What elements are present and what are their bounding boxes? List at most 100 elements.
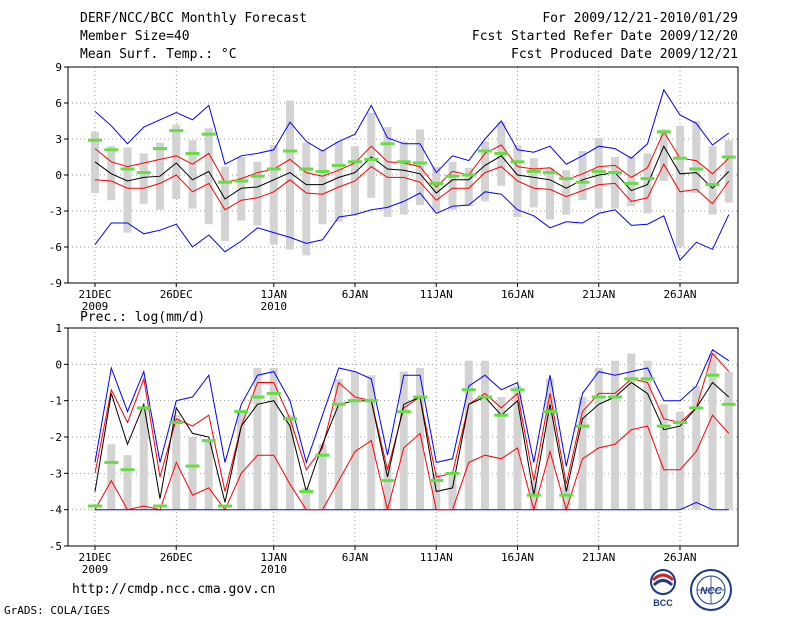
prec-observed-marker xyxy=(396,410,411,414)
prec-xtick-label: 26DEC xyxy=(160,551,193,564)
temp-box xyxy=(432,166,441,213)
temp-xtick-label: 26DEC xyxy=(160,288,193,301)
temp-observed-marker xyxy=(218,180,232,184)
temp-box xyxy=(627,157,636,207)
temp-observed-marker xyxy=(656,130,671,134)
temp-observed-marker xyxy=(185,151,200,155)
prec-box xyxy=(318,444,327,510)
prec-box xyxy=(334,378,343,510)
prec-observed-marker xyxy=(721,402,736,406)
prec-box xyxy=(416,367,424,510)
temp-line-min xyxy=(94,191,730,262)
prec-observed-marker xyxy=(348,399,362,403)
temp-observed-marker xyxy=(494,151,509,155)
temp-ytick-label: -3 xyxy=(49,205,62,218)
prec-box xyxy=(562,484,571,510)
prec-xtick-label: 11JAN xyxy=(420,551,453,564)
prec-box xyxy=(611,360,619,510)
temp-box xyxy=(383,127,392,217)
prec-observed-marker xyxy=(705,373,720,377)
prec-observed-marker xyxy=(608,395,622,399)
temp-xtick-year: 2010 xyxy=(261,300,288,313)
produced-date-text: Fcst Produced Date 2009/12/21 xyxy=(511,47,738,62)
temp-observed-marker xyxy=(380,142,395,146)
temp-observed-marker xyxy=(331,163,346,167)
prec-box xyxy=(188,437,197,510)
source-url[interactable]: http://cmdp.ncc.cma.gov.cn xyxy=(72,582,276,597)
temp-ytick-label: 9 xyxy=(55,61,62,74)
temp-box xyxy=(659,129,668,181)
prec-observed-marker xyxy=(250,395,265,399)
prec-box xyxy=(448,473,457,510)
prec-box xyxy=(302,487,311,510)
temp-observed-marker xyxy=(429,181,444,185)
prec-observed-marker xyxy=(559,493,574,497)
prec-observed-marker xyxy=(429,479,444,483)
temp-observed-marker xyxy=(266,167,281,171)
temp-observed-marker xyxy=(608,171,622,175)
prec-observed-marker xyxy=(88,504,102,508)
member-size-text: Member Size=40 xyxy=(80,29,190,44)
temp-box xyxy=(253,161,262,226)
temp-observed-marker xyxy=(445,174,460,178)
prec-observed-marker xyxy=(283,417,297,421)
prec-box xyxy=(383,466,392,510)
temp-box xyxy=(692,121,701,193)
prec-box xyxy=(578,397,587,510)
temp-observed-marker xyxy=(364,157,379,161)
temp-ytick-label: 0 xyxy=(55,169,62,182)
bcc-logo: BCC xyxy=(641,568,685,612)
temp-box xyxy=(546,167,554,220)
temp-line-lower xyxy=(94,163,730,211)
prec-observed-marker xyxy=(299,490,314,493)
prec-observed-marker xyxy=(526,493,541,497)
prec-line-upper xyxy=(94,352,730,492)
bcc-logo-text: BCC xyxy=(653,598,673,608)
prec-xtick-year: 2010 xyxy=(261,563,288,576)
temp-observed-marker xyxy=(510,160,525,164)
temp-box xyxy=(367,112,376,198)
prec-box xyxy=(107,444,116,510)
temp-observed-marker xyxy=(250,174,265,178)
title-text: DERF/NCC/BCC Monthly Forecast xyxy=(80,11,307,26)
temp-box xyxy=(578,151,587,201)
prec-box xyxy=(692,386,701,510)
prec-observed-marker xyxy=(315,453,330,457)
temp-xtick-year: 2009 xyxy=(82,300,109,313)
temp-box xyxy=(188,140,197,209)
temp-observed-marker xyxy=(120,167,135,171)
prec-ytick-label: -2 xyxy=(49,431,62,444)
prec-observed-marker xyxy=(169,420,184,424)
prec-observed-marker xyxy=(575,424,590,428)
temp-observed-marker xyxy=(153,147,167,151)
prec-box xyxy=(139,407,148,510)
temp-box xyxy=(611,157,619,209)
prec-line-lower xyxy=(94,414,730,512)
prec-observed-marker xyxy=(461,388,476,392)
prec-observed-marker xyxy=(478,395,492,399)
temp-observed-marker xyxy=(136,171,151,175)
prec-line-median xyxy=(94,381,730,503)
start-date-text: Fcst Started Refer Date 2009/12/20 xyxy=(471,29,738,44)
prec-box xyxy=(708,353,717,510)
temp-box xyxy=(123,147,132,233)
prec-box xyxy=(627,353,636,510)
ncc-logo: NCC xyxy=(688,568,734,616)
prec-ytick-label: -1 xyxy=(49,395,62,408)
prec-box xyxy=(204,440,213,510)
prec-box xyxy=(269,367,278,510)
prec-xtick-label: 16JAN xyxy=(501,551,534,564)
temp-observed-marker xyxy=(705,183,720,187)
temp-observed-marker xyxy=(526,169,541,173)
temp-observed-marker xyxy=(201,132,216,136)
prec-observed-marker xyxy=(624,377,639,381)
prec-box xyxy=(399,371,408,510)
temp-observed-marker xyxy=(315,169,330,173)
prec-box xyxy=(351,371,359,510)
prec-box xyxy=(497,397,506,510)
prec-observed-marker xyxy=(689,406,704,410)
prec-ytick-label: -5 xyxy=(49,540,62,553)
prec-observed-marker xyxy=(234,410,249,414)
ncc-logo-text: NCC xyxy=(700,586,722,597)
